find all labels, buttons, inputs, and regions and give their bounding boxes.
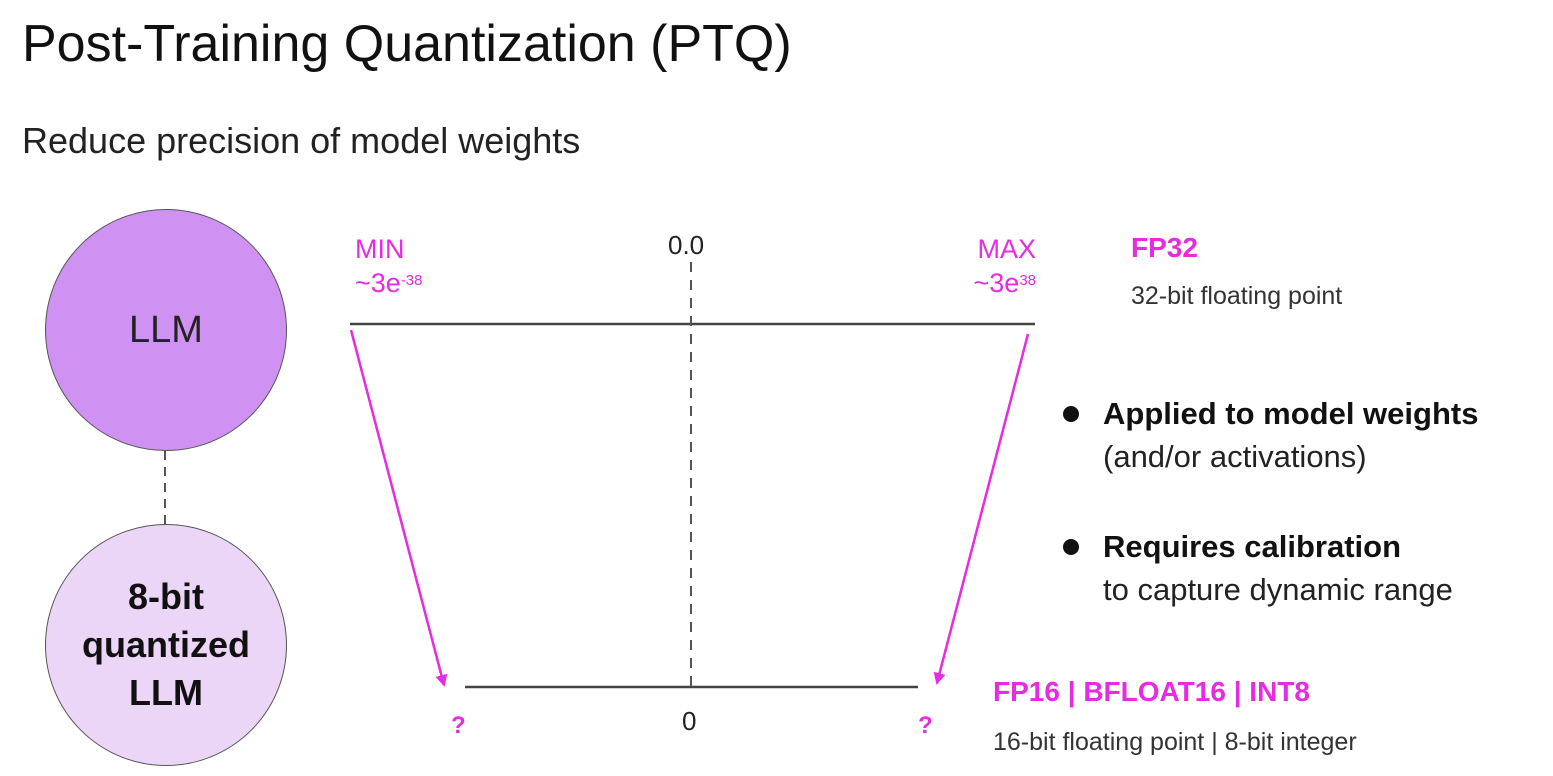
llm-circle: LLM	[45, 209, 287, 451]
bullet-requires-calibration: Requires calibration to capture dynamic …	[1063, 525, 1543, 611]
fp32-format-description: 32-bit floating point	[1131, 282, 1343, 310]
bullet-detail: to capture dynamic range	[1103, 572, 1453, 607]
zero-float-label: 0.0	[668, 230, 705, 260]
zero-int-label: 0	[682, 706, 697, 736]
quantized-format-description: 16-bit floating point | 8-bit integer	[993, 728, 1357, 756]
unknown-min-marker: ?	[451, 712, 466, 739]
quantized-label-line-2: quantized	[82, 624, 250, 665]
quantized-llm-circle: 8-bit quantized LLM	[45, 524, 287, 766]
bullet-applied-weights: Applied to model weights (and/or activat…	[1063, 392, 1543, 478]
min-label: MIN ~3e-38	[355, 234, 423, 298]
bullet-dot-icon	[1063, 539, 1079, 555]
fp32-format-label: FP32	[1131, 232, 1198, 263]
bullet-head: Applied to model weights	[1103, 396, 1479, 431]
page-subtitle: Reduce precision of model weights	[22, 120, 581, 161]
llm-label: LLM	[129, 308, 203, 351]
quantized-label-line-3: LLM	[129, 672, 203, 713]
unknown-max-marker: ?	[918, 712, 933, 739]
bullet-dot-icon	[1063, 406, 1079, 422]
bullet-head: Requires calibration	[1103, 529, 1402, 564]
bullet-detail: (and/or activations)	[1103, 439, 1367, 474]
max-mapping-arrow	[933, 333, 1030, 685]
page-title: Post-Training Quantization (PTQ)	[22, 15, 792, 73]
max-label: MAX ~3e38	[973, 234, 1037, 298]
quantized-label-line-1: 8-bit	[128, 576, 204, 617]
min-mapping-arrow	[349, 329, 448, 687]
quantized-format-label: FP16 | BFLOAT16 | INT8	[993, 676, 1310, 707]
